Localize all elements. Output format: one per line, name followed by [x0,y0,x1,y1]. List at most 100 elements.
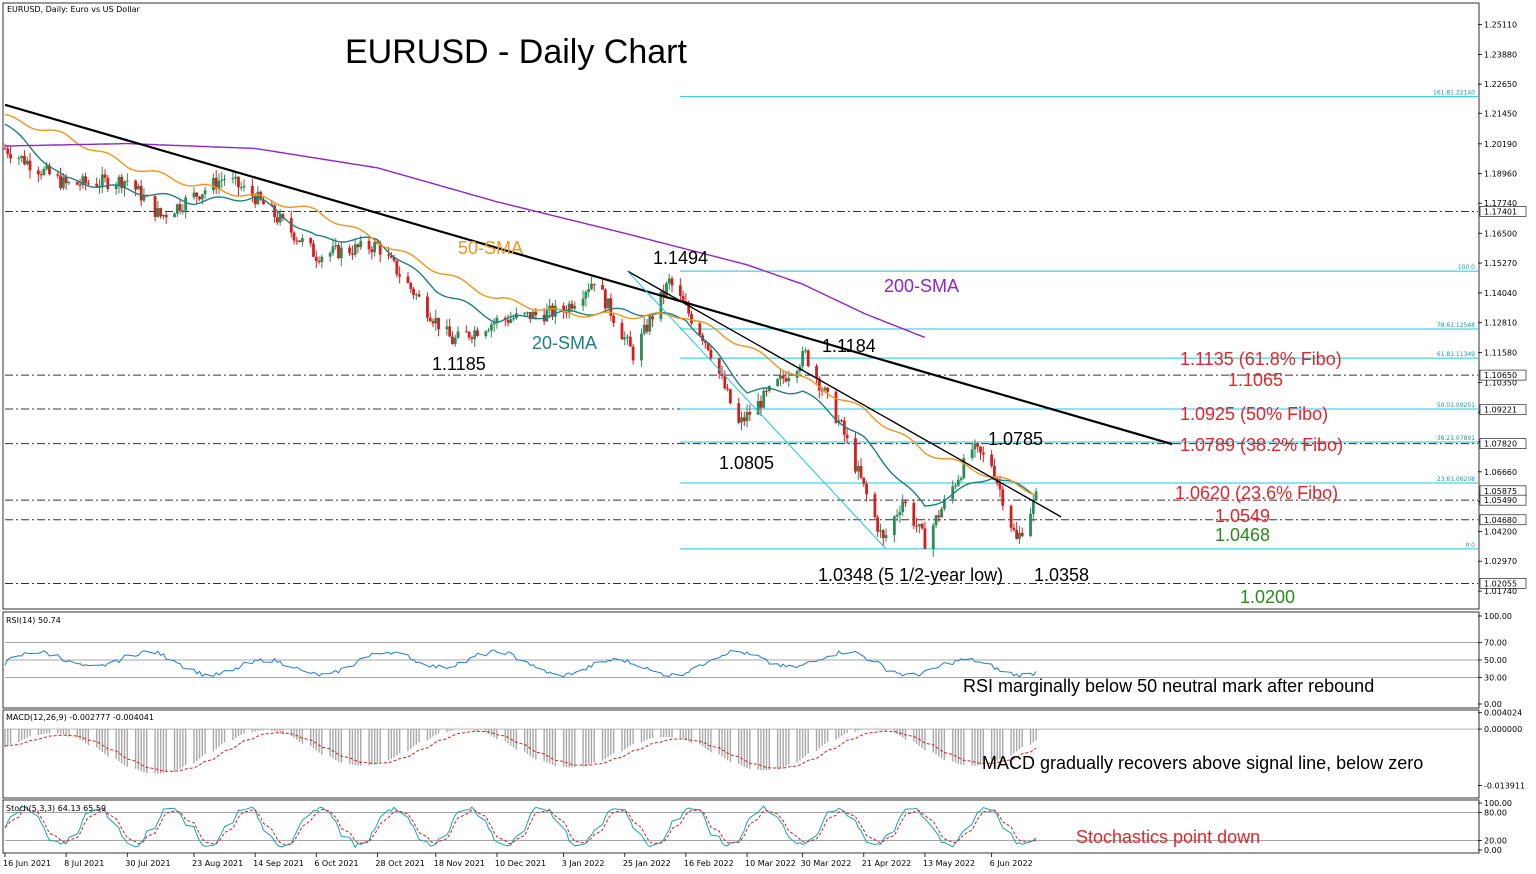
price-tick-label: 1.10350 [1484,378,1517,387]
candle-body [970,449,974,459]
date-tick-label: 16 Feb 2022 [684,859,734,868]
candle-body [164,214,168,218]
candle-body [456,331,460,338]
candle-body [317,260,321,263]
candle-body [817,378,821,391]
candle-body [373,242,377,253]
candle-body [917,524,921,527]
candle-body [665,283,668,296]
candle-body [25,160,29,165]
candle-body [139,185,143,201]
candle-body [912,503,916,526]
date-tick-label: 18 Nov 2021 [434,859,485,868]
candle-body [387,254,390,256]
candle-body [823,387,827,391]
candle-body [67,182,71,184]
candle-body [506,319,510,323]
price-tag-label: 1.07820 [1484,440,1517,449]
candle-body [389,255,393,258]
candle-body [431,321,435,324]
date-tick-label: 13 May 2022 [923,859,975,868]
candle-body [84,176,87,184]
candle-body [748,412,752,415]
fibo-tag: 100.0 [1458,264,1475,271]
candle-body [687,304,691,314]
candle-body [239,187,243,189]
candle-body [659,291,663,320]
candle-body [492,322,496,325]
sma20-label: 20-SMA [532,333,597,353]
stoch-annotation: Stochastics point down [1076,827,1260,847]
candle-body [765,390,768,392]
price-tag-label: 1.05875 [1484,487,1517,496]
trendline [4,103,1173,446]
candle-body [250,185,254,197]
candle-body [834,391,838,423]
candle-body [378,243,382,255]
candle-body [203,190,207,195]
candle-body [601,285,604,290]
candle-body [628,336,632,347]
candle-body [990,454,994,466]
price-tag-box [1479,578,1527,589]
candle-body [981,452,985,455]
candle-body [548,305,552,311]
fibo-tag: 23.61.06208 [1437,476,1475,483]
price-tag-label: 1.02055 [1484,579,1517,588]
candle-body [162,214,165,217]
candle-body [173,213,176,218]
candle-body [464,331,468,333]
candle-body [453,337,457,345]
candle-body [1029,513,1032,537]
candle-body [156,208,160,217]
rsi-tick-label: 100.00 [1484,612,1512,621]
date-tick-label: 10 Mar 2022 [745,859,796,868]
moving-averages [4,113,1037,507]
stoch-tick-label: 20.00 [1484,837,1507,846]
candle-body [17,158,21,160]
candle-body [237,176,240,188]
candle-body [606,298,610,309]
trendline [627,270,1062,518]
price-tag-label: 1.05490 [1484,496,1517,505]
candle-body [592,283,596,286]
candle-body [662,291,666,296]
candle-body [626,336,629,338]
stoch-panel-frame [2,799,1480,854]
candle-body [523,312,527,314]
annotation-0785: 1.0785 [988,429,1043,449]
price-tag-label: 1.17401 [1484,207,1517,216]
candle-body [220,179,224,181]
level-0200: 1.0200 [1240,587,1295,607]
candle-body [292,232,296,241]
chart-title: EURUSD - Daily Chart [345,33,687,71]
candle-body [212,177,215,191]
date-tick-label: 30 Jul 2021 [125,859,170,868]
candle-body [745,412,749,422]
candle-body [28,160,32,171]
candle-body [979,446,982,453]
candle-body [434,317,438,324]
candle-body [534,311,538,315]
candle-body [195,192,199,197]
candle-body [217,180,221,189]
candle-body [904,501,907,504]
candle-body [3,148,7,150]
candle-body [300,238,304,242]
candle-body [879,530,882,532]
macd-tick-label: 0.004024 [1484,709,1522,718]
price-tick-label: 1.22650 [1484,80,1517,89]
date-tick-label: 8 Jul 2021 [64,859,104,868]
annotation-1184: 1.1184 [822,336,876,356]
candle-body [231,178,235,180]
candle-body [612,315,616,323]
candle-body [609,298,613,316]
candle-body [509,319,513,323]
candle-body [484,331,488,337]
candle-body [103,174,107,178]
candle-body [642,324,646,334]
candle-body [86,183,90,185]
price-tag-label: 1.04680 [1484,516,1517,525]
candle-body [370,249,374,253]
main-panel-frame [2,2,1480,610]
